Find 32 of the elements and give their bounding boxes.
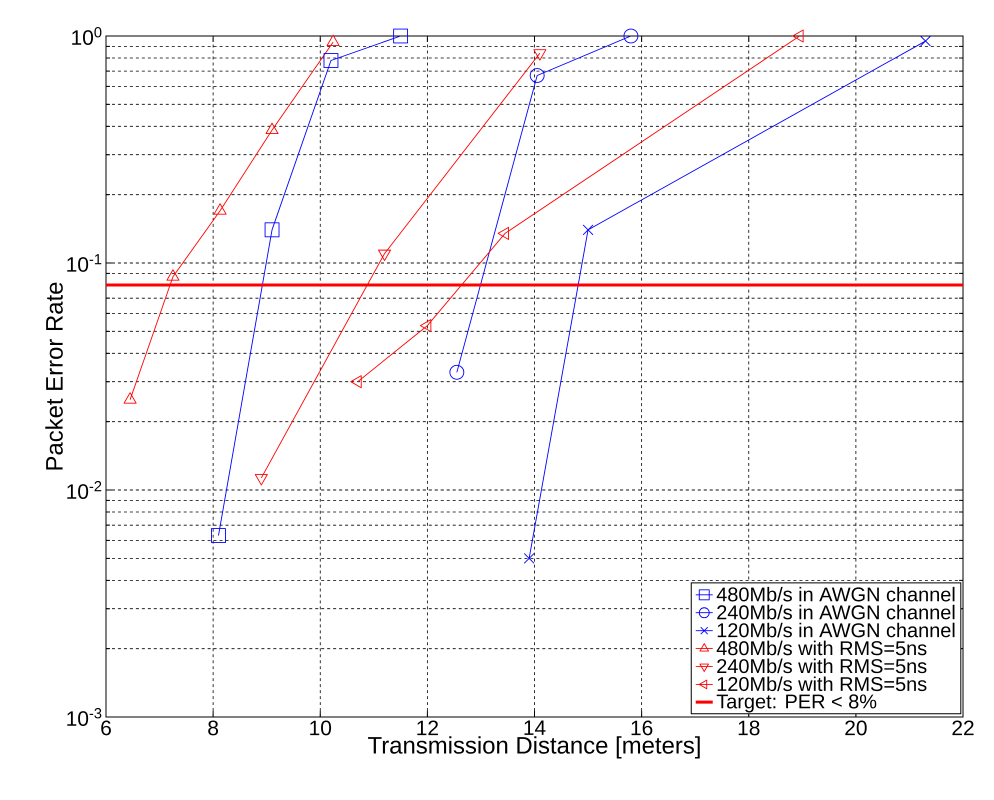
x-tick-label: 8 [208,720,218,736]
point [920,36,931,46]
x-tick-label: 20 [845,720,867,736]
point [623,28,638,44]
y-axis-title: Packet Error Rate [45,282,63,470]
y-tick-label: 10$^{-2}$ [67,481,102,499]
point [393,28,408,44]
legend-label: 120Mb/s with RMS=5ns [718,676,926,692]
legend-label: 480Mb/s with RMS=5ns [716,640,926,656]
x-tick-label: 12 [417,720,438,736]
x-tick-label: 18 [738,720,760,736]
legend-label: 120Mb/s in AWGN channel [718,622,954,638]
y-tick-label: 10$^{-3}$ [67,708,102,726]
x-tick-label: 14 [524,720,546,735]
legend-label: 480Mb/s in AWGN channel [716,586,954,602]
point [324,53,338,68]
legend-label: 240Mb/s with RMS=5ns [717,658,926,674]
x-tick-label: 6 [101,720,111,736]
point [211,528,226,543]
x-tick-label: 10 [310,720,332,736]
x-axis-title: Transmission Distance [meters] [368,736,700,758]
y-tick-label: 10$^{-1}$ [67,254,102,272]
point [582,224,594,236]
legend-label: Target: PER < 8% [716,694,876,712]
legend-label: 240Mb/s in AWGN channel [717,604,954,620]
point [449,364,464,380]
y-tick-label: 10$^{0}$ [72,27,102,45]
point [264,222,280,238]
x-tick-label: 22 [952,720,974,736]
point [524,552,535,564]
point [530,68,545,83]
x-tick-label: 16 [632,720,652,736]
